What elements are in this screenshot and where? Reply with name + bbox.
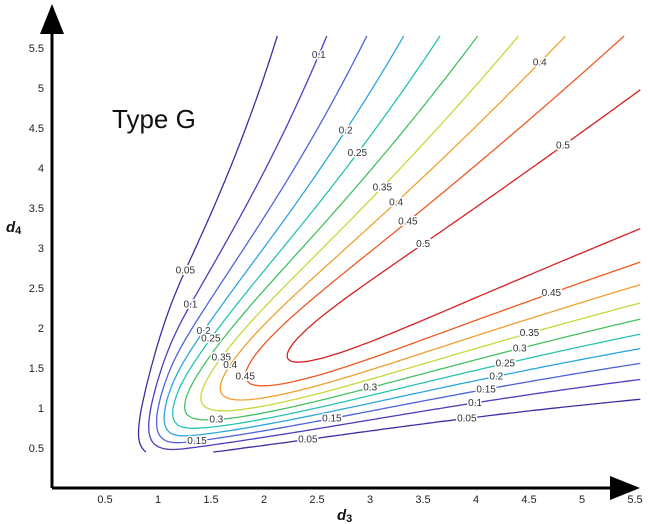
contour-label: 0.15 — [476, 384, 496, 395]
contour-label: 0.15 — [322, 414, 342, 425]
contour-level-0.4 — [219, 35, 641, 401]
y-tick-label: 1 — [38, 403, 44, 415]
contour-label: 0.25 — [348, 148, 368, 159]
y-tick-label: 4 — [38, 163, 44, 175]
contour-level-0.1 — [148, 35, 641, 451]
contour-label: 0.25 — [201, 334, 221, 345]
contour-level-0.45 — [244, 35, 641, 387]
contour-label: 0.45 — [235, 371, 255, 382]
contour-label: 0.1 — [184, 300, 198, 311]
contour-label: 0.4 — [389, 197, 403, 208]
contour-label: 0.05 — [176, 266, 196, 277]
contour-label: 0.1 — [468, 398, 482, 409]
y-tick-labels: 0.5 1 1.5 2 2.5 3 3.5 4 4.5 5 5.5 — [29, 43, 44, 455]
contour-labels: 0.050.050.050.10.10.10.150.150.150.20.20… — [174, 48, 572, 448]
contour-label: 0.15 — [187, 436, 207, 447]
contour-line — [183, 35, 641, 421]
x-tick-label: 2 — [261, 494, 267, 506]
contour-level-0.15 — [155, 35, 641, 444]
y-axis-arrow — [40, 4, 64, 34]
y-axis-label: d4 — [6, 219, 22, 237]
contour-level-0.25 — [172, 35, 641, 429]
contour-label: 0.5 — [416, 239, 430, 250]
contour-label: 0.45 — [542, 288, 562, 299]
x-tick-labels: 0.5 1 1.5 2 2.5 3 3.5 4 4.5 5 5.5 — [97, 494, 642, 506]
contour-label: 0.35 — [373, 182, 393, 193]
y-tick-label: 2 — [38, 323, 44, 335]
y-tick-label: 4.5 — [29, 123, 44, 135]
contour-label: 0.45 — [398, 216, 418, 227]
contour-label: 0.05 — [298, 435, 318, 446]
contour-label: 0.3 — [209, 415, 223, 426]
x-tick-label: 1 — [155, 494, 161, 506]
contour-label: 0.2 — [197, 326, 211, 337]
chart-title: Type G — [112, 104, 196, 134]
y-tick-label: 0.5 — [29, 443, 44, 455]
x-tick-label: 0.5 — [97, 494, 112, 506]
contour-label: 0.35 — [520, 328, 540, 339]
contour-label: 0.5 — [556, 141, 570, 152]
x-tick-label: 4 — [473, 494, 479, 506]
x-axis-arrow — [610, 476, 640, 500]
contour-label: 0.3 — [513, 344, 527, 355]
contour-label: 0.35 — [212, 353, 232, 364]
contour-label: 0.2 — [489, 371, 503, 382]
x-tick-label: 2.5 — [309, 494, 324, 506]
contour-line — [244, 35, 641, 387]
x-tick-label: 3 — [367, 494, 373, 506]
contour-line — [286, 89, 641, 363]
contour-level-0.35 — [200, 35, 641, 412]
contour-label: 0.4 — [533, 58, 547, 69]
contour-level-0.3 — [183, 35, 641, 421]
contour-level-0.05 — [137, 35, 641, 453]
x-tick-label: 1.5 — [203, 494, 218, 506]
contour-level-0.2 — [163, 35, 641, 437]
contour-line — [219, 35, 641, 401]
x-tick-label: 3.5 — [415, 494, 430, 506]
y-tick-label: 5.5 — [29, 43, 44, 55]
contour-label: 0.2 — [339, 126, 353, 137]
contour-label: 0.1 — [312, 50, 326, 61]
contour-label: 0.4 — [223, 360, 237, 371]
contour-line — [200, 35, 641, 412]
contour-label: 0.05 — [457, 413, 477, 424]
contour-line — [172, 35, 641, 429]
y-tick-label: 1.5 — [29, 363, 44, 375]
contour-line — [137, 35, 641, 453]
x-tick-label: 4.5 — [521, 494, 536, 506]
contour-label: 0.3 — [363, 383, 377, 394]
x-tick-label: 5.5 — [627, 494, 642, 506]
contour-label: 0.25 — [496, 359, 516, 370]
contour-level-0.5 — [286, 89, 641, 363]
contour-line — [163, 35, 641, 437]
x-tick-label: 5 — [579, 494, 585, 506]
contour-lines — [137, 35, 641, 453]
x-axis-label: d3 — [337, 507, 352, 524]
contour-line — [155, 35, 641, 444]
contour-line — [148, 35, 641, 451]
y-tick-label: 3 — [38, 243, 44, 255]
y-tick-label: 5 — [38, 83, 44, 95]
y-tick-label: 2.5 — [29, 283, 44, 295]
y-tick-label: 3.5 — [29, 203, 44, 215]
axes — [40, 4, 640, 500]
